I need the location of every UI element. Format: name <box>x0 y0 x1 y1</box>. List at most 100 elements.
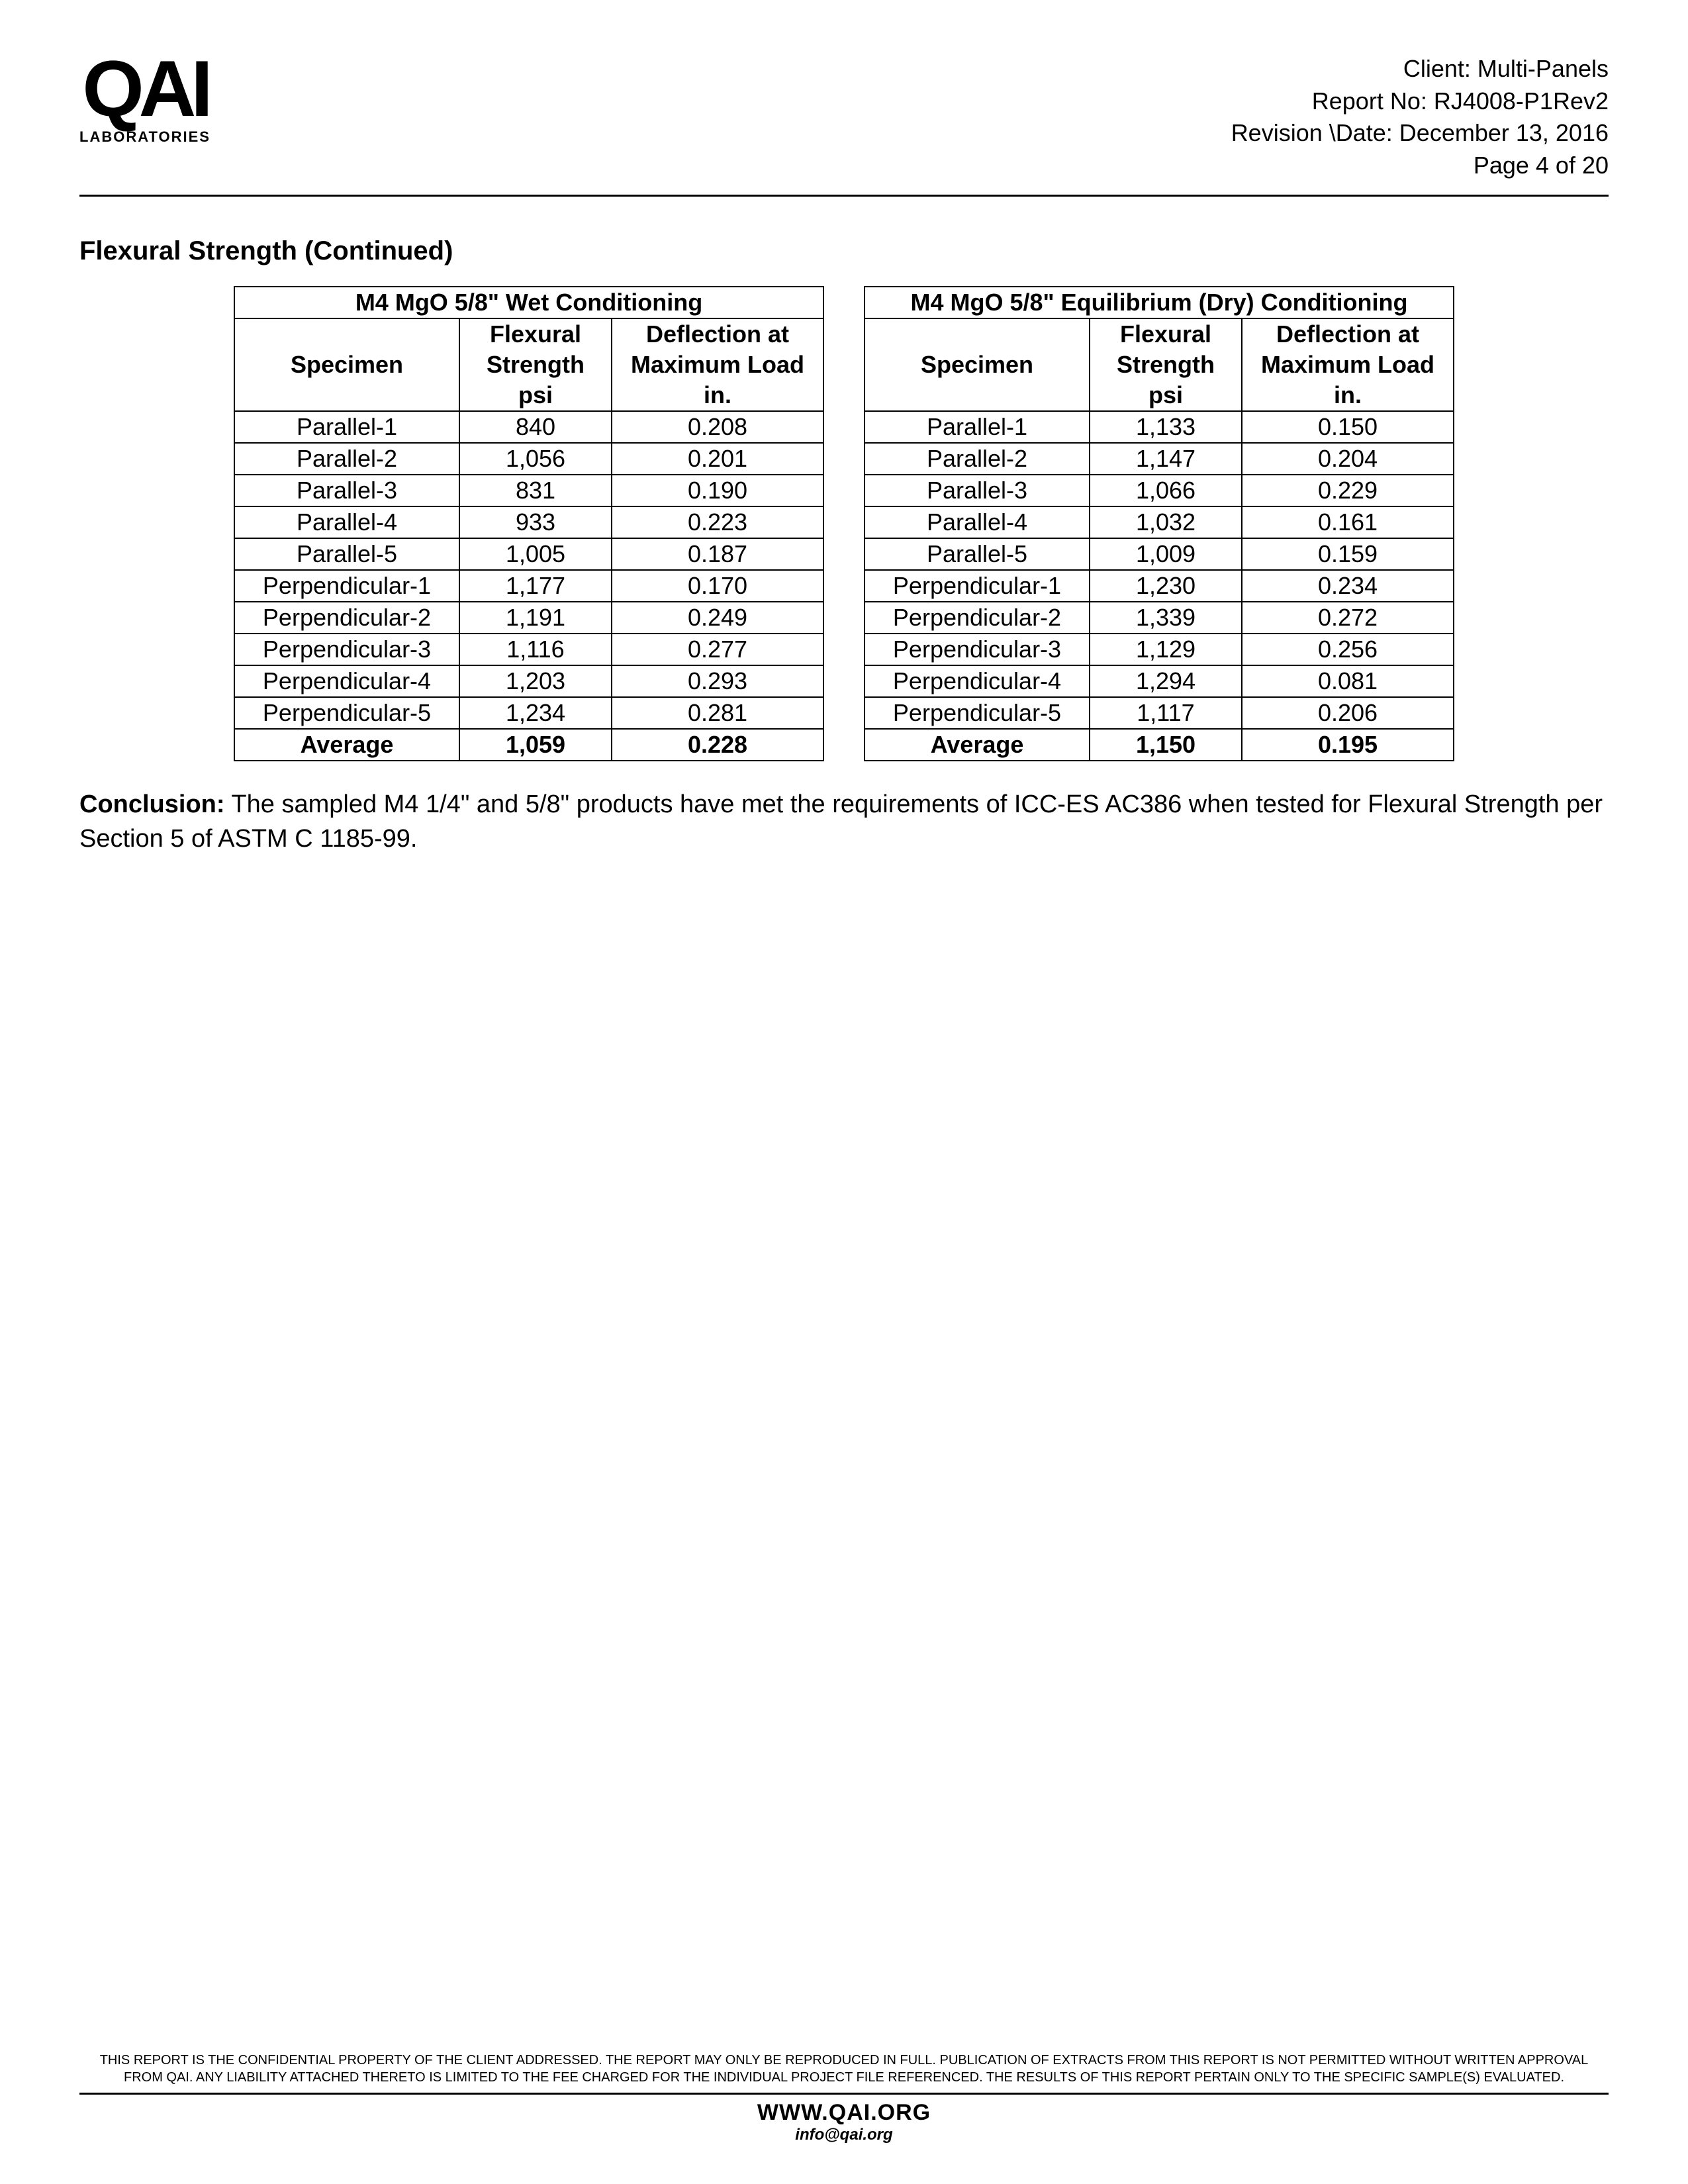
cell-strength: 1,133 <box>1090 411 1242 443</box>
avg-label: Average <box>865 729 1090 761</box>
table-title: M4 MgO 5/8" Equilibrium (Dry) Conditioni… <box>865 287 1454 318</box>
cell-strength: 1,129 <box>1090 634 1242 665</box>
cell-strength: 1,056 <box>459 443 612 475</box>
cell-specimen: Perpendicular-4 <box>234 665 459 697</box>
cell-deflection: 0.204 <box>1242 443 1454 475</box>
table-wet-conditioning: M4 MgO 5/8" Wet Conditioning Specimen Fl… <box>234 286 824 761</box>
col-flexural-l2: Strength <box>459 350 612 380</box>
cell-strength: 1,234 <box>459 697 612 729</box>
cell-strength: 1,191 <box>459 602 612 634</box>
cell-deflection: 0.234 <box>1242 570 1454 602</box>
cell-deflection: 0.208 <box>612 411 823 443</box>
cell-deflection: 0.150 <box>1242 411 1454 443</box>
table-row: Perpendicular-41,2940.081 <box>865 665 1454 697</box>
table-row: Perpendicular-51,1170.206 <box>865 697 1454 729</box>
cell-specimen: Perpendicular-2 <box>865 602 1090 634</box>
page-header: QAI LABORATORIES Client: Multi-Panels Re… <box>79 53 1609 197</box>
cell-deflection: 0.201 <box>612 443 823 475</box>
cell-strength: 840 <box>459 411 612 443</box>
table-row: Parallel-49330.223 <box>234 506 823 538</box>
cell-strength: 1,117 <box>1090 697 1242 729</box>
table-row: Parallel-31,0660.229 <box>865 475 1454 506</box>
cell-specimen: Parallel-3 <box>865 475 1090 506</box>
cell-specimen: Perpendicular-5 <box>865 697 1090 729</box>
avg-strength: 1,059 <box>459 729 612 761</box>
cell-specimen: Parallel-2 <box>865 443 1090 475</box>
cell-deflection: 0.081 <box>1242 665 1454 697</box>
cell-deflection: 0.293 <box>612 665 823 697</box>
cell-specimen: Perpendicular-1 <box>234 570 459 602</box>
table-title: M4 MgO 5/8" Wet Conditioning <box>234 287 823 318</box>
cell-specimen: Perpendicular-2 <box>234 602 459 634</box>
cell-deflection: 0.161 <box>1242 506 1454 538</box>
client-line: Client: Multi-Panels <box>1231 53 1609 85</box>
cell-specimen: Parallel-5 <box>865 538 1090 570</box>
cell-deflection: 0.190 <box>612 475 823 506</box>
cell-strength: 1,005 <box>459 538 612 570</box>
table-row: Parallel-51,0050.187 <box>234 538 823 570</box>
table-row: Parallel-21,0560.201 <box>234 443 823 475</box>
cell-specimen: Parallel-1 <box>865 411 1090 443</box>
cell-strength: 1,009 <box>1090 538 1242 570</box>
table-row: Perpendicular-41,2030.293 <box>234 665 823 697</box>
tables-row: M4 MgO 5/8" Wet Conditioning Specimen Fl… <box>79 286 1609 761</box>
cell-deflection: 0.277 <box>612 634 823 665</box>
cell-strength: 933 <box>459 506 612 538</box>
page-number-line: Page 4 of 20 <box>1231 150 1609 182</box>
cell-specimen: Perpendicular-3 <box>865 634 1090 665</box>
avg-label: Average <box>234 729 459 761</box>
cell-strength: 831 <box>459 475 612 506</box>
conclusion-label: Conclusion: <box>79 790 225 818</box>
table-row: Perpendicular-51,2340.281 <box>234 697 823 729</box>
col-specimen: Specimen <box>865 318 1090 411</box>
cell-deflection: 0.249 <box>612 602 823 634</box>
avg-strength: 1,150 <box>1090 729 1242 761</box>
cell-deflection: 0.223 <box>612 506 823 538</box>
cell-specimen: Parallel-4 <box>234 506 459 538</box>
table-row: Parallel-51,0090.159 <box>865 538 1454 570</box>
table-row: Parallel-11,1330.150 <box>865 411 1454 443</box>
col-deflection-l1: Deflection at <box>1242 318 1454 350</box>
cell-deflection: 0.281 <box>612 697 823 729</box>
cell-deflection: 0.170 <box>612 570 823 602</box>
page-footer: THIS REPORT IS THE CONFIDENTIAL PROPERTY… <box>79 2052 1609 2144</box>
cell-specimen: Perpendicular-4 <box>865 665 1090 697</box>
cell-strength: 1,032 <box>1090 506 1242 538</box>
cell-strength: 1,203 <box>459 665 612 697</box>
report-page: QAI LABORATORIES Client: Multi-Panels Re… <box>0 0 1688 2184</box>
col-specimen: Specimen <box>234 318 459 411</box>
cell-specimen: Parallel-2 <box>234 443 459 475</box>
col-flexural-l1: Flexural <box>459 318 612 350</box>
disclaimer-text: THIS REPORT IS THE CONFIDENTIAL PROPERTY… <box>79 2052 1609 2095</box>
col-deflection-l2: Maximum Load <box>612 350 823 380</box>
footer-email: info@qai.org <box>79 2126 1609 2144</box>
table-left-average-row: Average 1,059 0.228 <box>234 729 823 761</box>
col-deflection-l3: in. <box>1242 380 1454 411</box>
table-row: Perpendicular-31,1290.256 <box>865 634 1454 665</box>
cell-strength: 1,294 <box>1090 665 1242 697</box>
conclusion-text: The sampled M4 1/4" and 5/8" products ha… <box>79 790 1603 852</box>
table-dry-conditioning: M4 MgO 5/8" Equilibrium (Dry) Conditioni… <box>864 286 1454 761</box>
table-left-body: Parallel-18400.208Parallel-21,0560.201Pa… <box>234 411 823 729</box>
table-right-average-row: Average 1,150 0.195 <box>865 729 1454 761</box>
cell-specimen: Parallel-3 <box>234 475 459 506</box>
col-deflection-l3: in. <box>612 380 823 411</box>
table-row: Perpendicular-11,1770.170 <box>234 570 823 602</box>
table-row: Perpendicular-21,1910.249 <box>234 602 823 634</box>
cell-strength: 1,116 <box>459 634 612 665</box>
conclusion-paragraph: Conclusion: The sampled M4 1/4" and 5/8"… <box>79 788 1609 856</box>
table-row: Parallel-38310.190 <box>234 475 823 506</box>
cell-specimen: Perpendicular-5 <box>234 697 459 729</box>
col-flexural-l3: psi <box>459 380 612 411</box>
cell-deflection: 0.256 <box>1242 634 1454 665</box>
qai-logo: QAI LABORATORIES <box>79 53 211 146</box>
col-flexural-l3: psi <box>1090 380 1242 411</box>
table-row: Parallel-18400.208 <box>234 411 823 443</box>
cell-deflection: 0.272 <box>1242 602 1454 634</box>
cell-strength: 1,066 <box>1090 475 1242 506</box>
header-info-block: Client: Multi-Panels Report No: RJ4008-P… <box>1231 53 1609 181</box>
logo-sub-text: LABORATORIES <box>79 128 211 146</box>
cell-specimen: Parallel-4 <box>865 506 1090 538</box>
col-deflection-l1: Deflection at <box>612 318 823 350</box>
avg-deflection: 0.195 <box>1242 729 1454 761</box>
